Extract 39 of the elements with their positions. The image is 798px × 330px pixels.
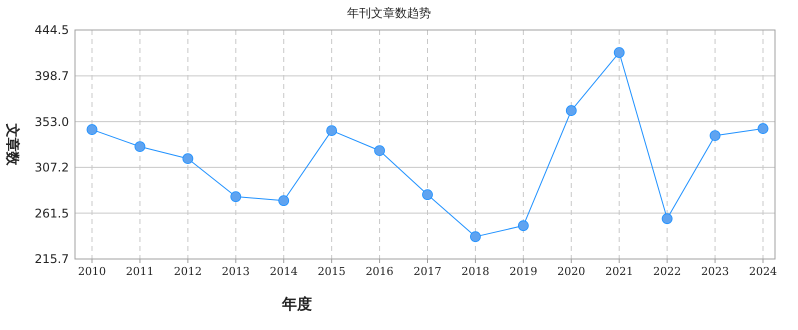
chart-title: 年刊文章数趋势 (347, 6, 431, 20)
x-tick-label: 2016 (366, 265, 394, 278)
y-tick-label: 261.5 (34, 206, 69, 220)
x-tick-label: 2013 (222, 265, 250, 278)
point (566, 105, 577, 116)
y-tick-label: 353.0 (34, 114, 69, 129)
y-tick-label: 398.7 (34, 69, 69, 84)
y-tick-label: 444.5 (34, 23, 69, 38)
y-tick-label: 307.2 (34, 160, 69, 175)
x-tick-label: 2022 (653, 265, 682, 278)
point (470, 231, 481, 242)
y-axis-title: 文章数 (4, 122, 21, 166)
x-tick-label: 2024 (749, 265, 777, 278)
x-tick-label: 2011 (126, 265, 154, 278)
x-tick-label: 2012 (174, 265, 202, 278)
point (230, 191, 242, 202)
x-tick-label: 2017 (414, 265, 442, 278)
x-tick-label: 2021 (605, 265, 634, 278)
x-tick-label: 2023 (701, 265, 730, 278)
y-tick-label: 215.7 (34, 252, 69, 266)
x-tick-label: 2014 (270, 265, 298, 278)
x-tick-label: 2010 (78, 265, 106, 278)
point (374, 145, 385, 156)
point (614, 47, 625, 58)
point (662, 213, 673, 224)
point (422, 189, 433, 200)
point (710, 130, 720, 141)
point (182, 153, 194, 164)
point (278, 195, 290, 206)
x-tick-label: 2015 (318, 265, 346, 278)
point (326, 125, 338, 136)
x-tick-label: 2019 (509, 265, 538, 278)
point (518, 220, 529, 232)
point (134, 141, 146, 152)
x-tick-label: 2020 (557, 265, 586, 278)
point (86, 124, 98, 135)
x-tick-label: 2018 (461, 265, 490, 278)
point (758, 123, 768, 134)
x-axis-title: 年度 (281, 295, 312, 313)
